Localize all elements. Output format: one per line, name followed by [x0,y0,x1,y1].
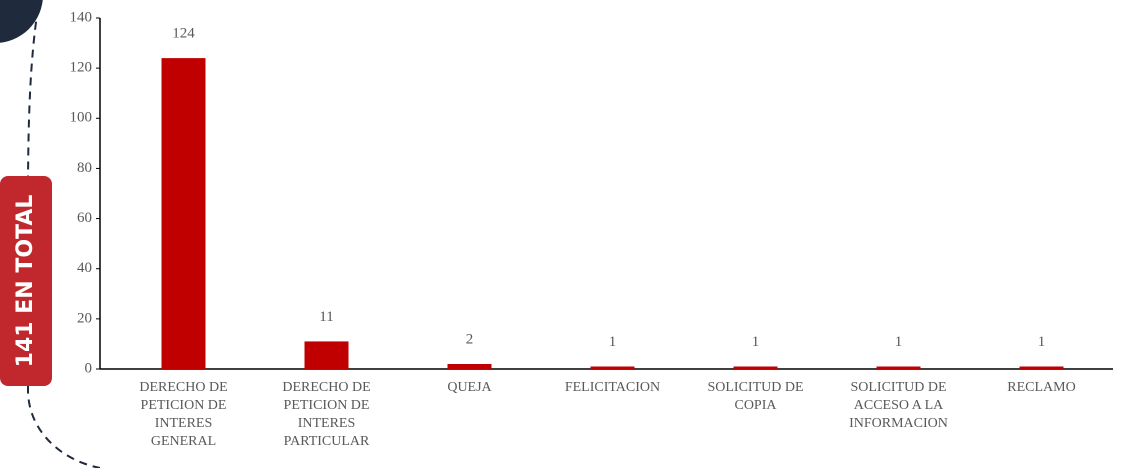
data-label: 124 [172,26,195,42]
data-label: 1 [609,334,617,350]
bar [304,341,349,369]
data-label: 1 [752,334,760,350]
data-label: 2 [466,331,474,347]
y-tick-label: 40 [77,260,92,276]
data-label: 1 [895,334,903,350]
x-tick-label-box: SOLICITUD DE ACCESO A LA INFORMACION [849,380,948,431]
corner-decoration [0,0,43,43]
x-tick-label: DERECHO DE PETICION DE INTERES PARTICULA… [282,380,371,449]
y-tick-label: 140 [70,9,93,25]
data-label: 11 [319,309,333,325]
x-tick-label: QUEJA [447,380,492,395]
x-tick-label-box: FELICITACION [564,380,661,395]
bar [161,58,206,369]
y-tick-label: 120 [70,60,93,76]
bar [1019,366,1064,369]
x-tick-label-box: DERECHO DE PETICION DE INTERES PARTICULA… [282,380,371,449]
x-tick-label: SOLICITUD DE COPIA [707,380,804,413]
bar [876,366,921,369]
side-label: 141 EN TOTAL [13,195,38,368]
x-tick-label: SOLICITUD DE ACCESO A LA INFORMACION [849,380,948,431]
x-tick-label-box: DERECHO DE PETICION DE INTERES GENERAL [139,380,228,449]
bar [590,366,635,369]
y-tick-label: 60 [77,210,92,226]
y-tick-label: 100 [70,110,93,126]
x-tick-label: FELICITACION [564,380,661,395]
x-tick-label-box: SOLICITUD DE COPIA [707,380,804,413]
y-tick-label: 80 [77,160,92,176]
y-tick-label: 0 [85,360,93,376]
side-label-box [0,176,52,386]
x-tick-label: DERECHO DE PETICION DE INTERES GENERAL [139,380,228,449]
bar [447,363,492,369]
x-tick-label-box: RECLAMO [1007,380,1076,395]
bar [733,366,778,369]
x-tick-label-box: QUEJA [447,380,492,395]
dashed-border [27,7,101,468]
x-tick-label: RECLAMO [1007,380,1076,395]
y-tick-label: 20 [77,310,92,326]
data-label: 1 [1038,334,1046,350]
